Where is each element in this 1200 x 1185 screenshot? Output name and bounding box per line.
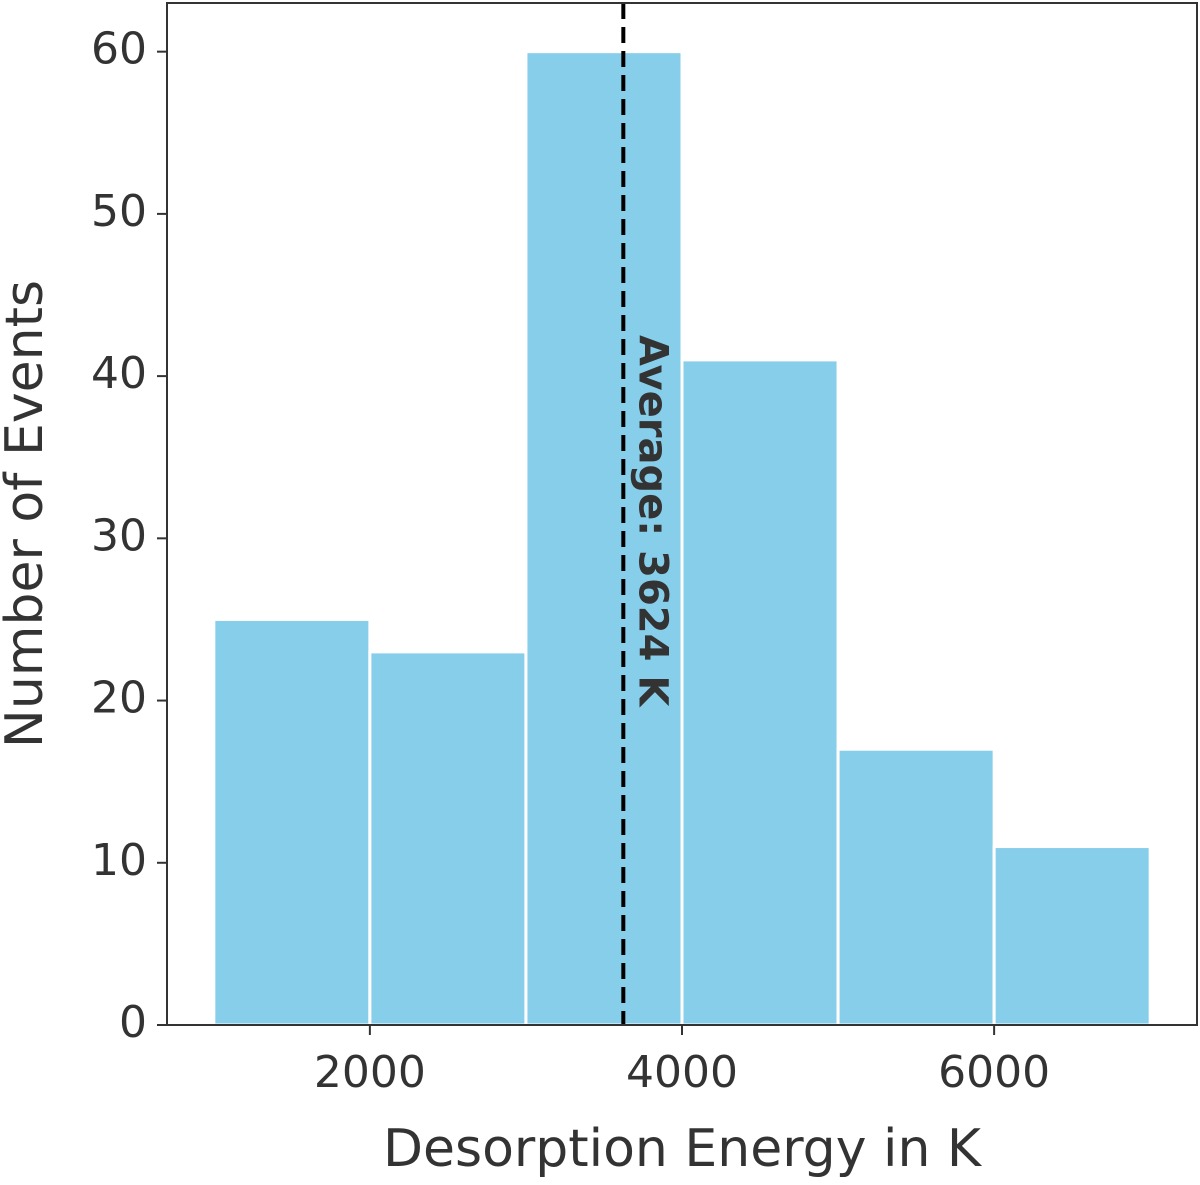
x-axis-label: Desorption Energy in K: [383, 1119, 983, 1179]
y-tick-label: 20: [91, 673, 147, 724]
average-label: Average: 3624 K: [629, 335, 675, 708]
bar: [524, 50, 684, 1027]
bar: [992, 845, 1152, 1027]
y-tick-label: 10: [91, 835, 147, 886]
y-axis-label: Number of Events: [0, 280, 55, 748]
y-tick-label: 40: [91, 348, 147, 399]
x-tick-label: 2000: [314, 1047, 426, 1098]
x-tick-label: 4000: [626, 1047, 738, 1098]
x-tick-label: 6000: [938, 1047, 1050, 1098]
bar: [212, 617, 372, 1027]
y-tick-label: 60: [91, 24, 147, 75]
y-tick-label: 0: [119, 997, 147, 1048]
bar: [368, 650, 528, 1027]
y-tick-label: 50: [91, 186, 147, 237]
bar: [680, 358, 840, 1027]
y-tick-label: 30: [91, 510, 147, 561]
bar: [836, 747, 996, 1027]
